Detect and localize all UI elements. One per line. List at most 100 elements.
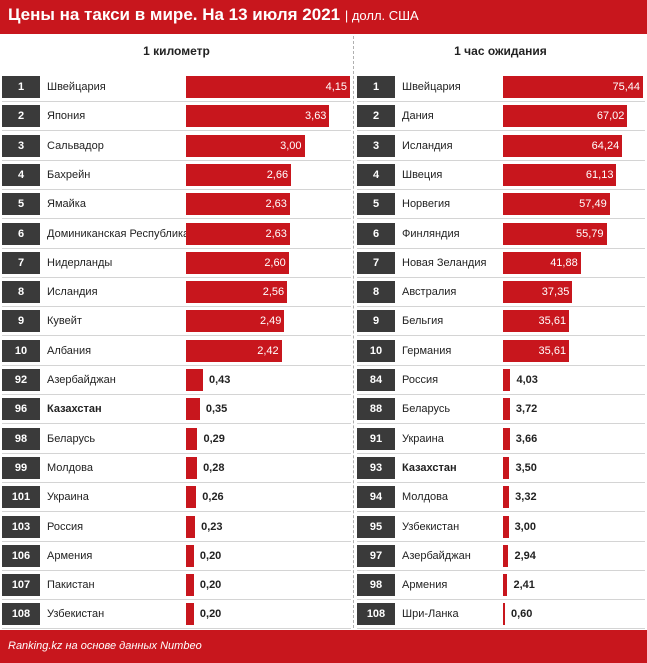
rank-badge: 84 (357, 369, 395, 391)
rank-badge: 7 (2, 251, 40, 274)
footer-bar: Ranking.kz на основе данных Numbeo (0, 630, 647, 663)
right-row-84: 84 Россия 4,03 (357, 366, 645, 395)
value-bar (503, 281, 573, 304)
country-label: Узбекистан (402, 520, 460, 533)
right-row-93: 93 Казахстан 3,50 (357, 454, 645, 483)
value-label: 0,60 (511, 608, 533, 621)
value-label: 61,13 (585, 168, 614, 181)
value-label: 2,60 (264, 256, 286, 269)
title-text: Цены на такси в мире. На 13 июля 2021 (8, 5, 341, 24)
value-label: 3,50 (515, 461, 537, 474)
rank-badge: 10 (2, 339, 40, 362)
rank-badge: 3 (357, 134, 395, 157)
rank-badge: 3 (2, 134, 40, 157)
value-bar (186, 310, 285, 333)
value-label: 2,42 (257, 344, 279, 357)
value-label: 3,66 (515, 432, 538, 445)
country-label: Азербайджан (402, 549, 471, 562)
left-row-1: 1 Швейцария 4,15 (2, 73, 351, 102)
rank-badge: 107 (2, 574, 40, 597)
left-row-7: 7 Нидерланды 2,60 (2, 249, 351, 278)
rank-badge: 98 (2, 427, 40, 450)
country-label: Исландия (402, 139, 453, 152)
value-label: 67,02 (596, 110, 625, 123)
value-bar (186, 134, 305, 157)
rank-badge: 4 (357, 163, 395, 186)
rank-badge: 99 (2, 456, 40, 479)
rank-badge: 103 (2, 515, 40, 538)
value-label: 0,26 (202, 491, 224, 504)
value-bar (503, 398, 510, 421)
value-label: 3,00 (514, 520, 536, 533)
value-label: 2,41 (513, 579, 535, 592)
value-bar (503, 456, 510, 479)
value-label: 55,79 (576, 227, 604, 240)
value-bar (503, 515, 509, 538)
country-label: Исландия (47, 286, 98, 299)
value-bar (186, 486, 197, 509)
value-label: 3,72 (515, 403, 538, 416)
right-row-1: 1 Швейцария 75,44 (357, 73, 645, 102)
country-label: Украина (402, 432, 444, 445)
value-label: 0,23 (201, 520, 223, 533)
value-label: 3,63 (305, 110, 327, 123)
value-bar (503, 603, 505, 626)
value-label: 35,61 (538, 315, 567, 328)
value-bar (186, 105, 330, 128)
value-label: 2,63 (265, 227, 287, 240)
left-row-107: 107 Пакистан 0,20 (2, 571, 351, 601)
value-label: 0,28 (203, 461, 225, 474)
value-bar (186, 222, 290, 245)
value-label: 41,88 (550, 256, 578, 269)
rank-badge: 93 (357, 456, 395, 479)
value-label: 0,20 (199, 579, 222, 592)
rank-badge: 101 (2, 486, 40, 509)
left-panel-title: 1 километр (143, 44, 210, 58)
rank-badge: 8 (357, 281, 395, 304)
rank-badge: 6 (2, 222, 40, 245)
country-label: Япония (47, 110, 86, 123)
rank-badge: 92 (2, 369, 40, 391)
left-row-106: 106 Армения 0,20 (2, 542, 351, 571)
left-row-103: 103 Россия 0,23 (2, 513, 351, 542)
value-bar (503, 163, 617, 186)
value-label: 0,29 (203, 432, 225, 445)
country-label: Албания (47, 344, 92, 357)
value-label: 2,63 (265, 198, 287, 211)
rank-badge: 2 (357, 105, 395, 128)
left-row-2: 2 Япония 3,63 (2, 102, 351, 132)
rank-badge: 9 (357, 310, 395, 333)
rank-badge: 95 (357, 515, 395, 538)
country-label: Кувейт (47, 315, 82, 328)
value-label: 75,44 (612, 81, 640, 93)
value-label: 64,24 (591, 139, 620, 152)
value-bar (186, 76, 350, 98)
value-bar (503, 574, 508, 597)
country-label: Шри-Ланка (402, 608, 459, 621)
value-bar (186, 163, 292, 186)
country-label: Молдова (402, 491, 448, 504)
country-label: Казахстан (47, 403, 102, 416)
country-label: Молдова (47, 461, 93, 474)
value-bar (186, 456, 198, 479)
value-label: 2,94 (514, 549, 536, 562)
left-row-3: 3 Сальвадор 3,00 (2, 132, 351, 161)
country-label: Узбекистан (47, 608, 105, 621)
source-note: Ranking.kz на основе данных Numbeo (8, 640, 202, 652)
value-bar (186, 603, 194, 626)
right-row-9: 9 Бельгия 35,61 (357, 307, 645, 337)
country-label: Дания (402, 110, 434, 123)
left-row-9: 9 Кувейт 2,49 (2, 307, 351, 337)
country-label: Россия (47, 520, 84, 533)
rank-badge: 5 (357, 193, 395, 216)
country-label: Германия (402, 344, 452, 357)
country-label: Норвегия (402, 198, 451, 211)
value-label: 4,15 (325, 81, 347, 93)
left-row-8: 8 Исландия 2,56 (2, 278, 351, 308)
right-row-94: 94 Молдова 3,32 (357, 483, 645, 513)
right-row-5: 5 Норвегия 57,49 (357, 190, 645, 220)
panel-divider (353, 36, 354, 628)
value-label: 35,61 (538, 344, 567, 357)
value-label: 0,35 (205, 403, 228, 416)
value-label: 57,49 (579, 198, 607, 211)
